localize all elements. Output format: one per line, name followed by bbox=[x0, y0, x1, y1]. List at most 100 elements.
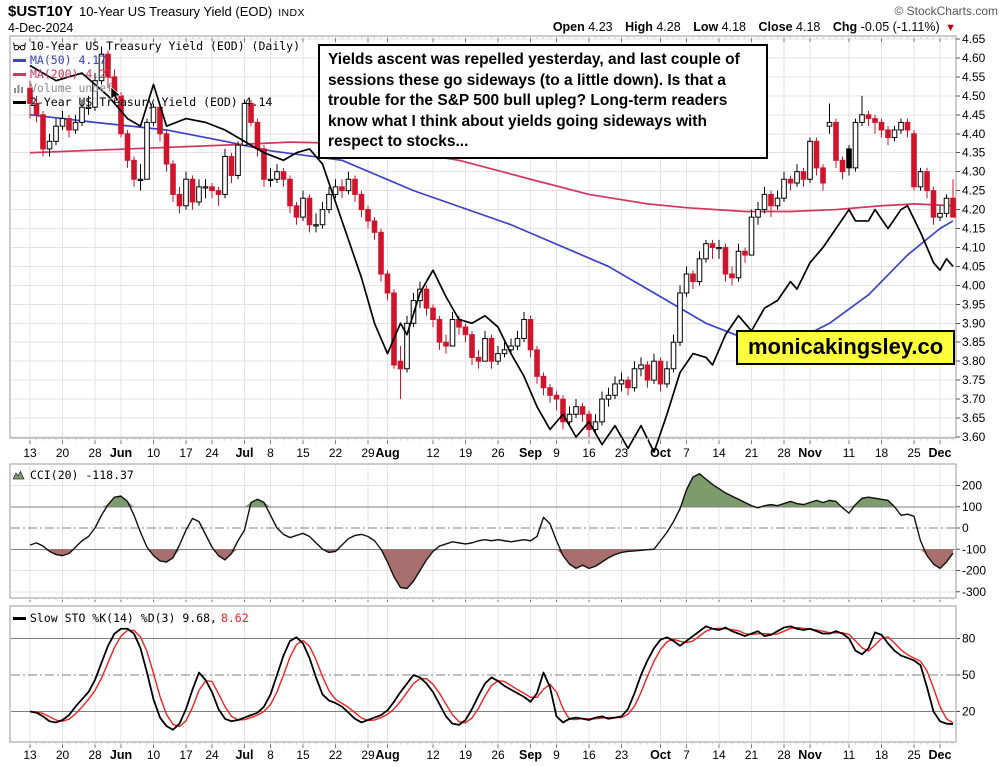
svg-text:20: 20 bbox=[962, 705, 976, 719]
legend-label: 10-Year US Treasury Yield (EOD) (Daily) bbox=[30, 39, 301, 53]
svg-text:4.40: 4.40 bbox=[962, 127, 986, 141]
svg-text:-300: -300 bbox=[962, 585, 986, 599]
svg-text:12: 12 bbox=[426, 748, 440, 762]
svg-text:21: 21 bbox=[745, 748, 759, 762]
legend-label: MA(200) 4.21 bbox=[30, 67, 114, 81]
svg-text:9: 9 bbox=[553, 446, 560, 460]
svg-text:Aug: Aug bbox=[375, 446, 399, 460]
svg-text:19: 19 bbox=[459, 446, 473, 460]
svg-text:Jul: Jul bbox=[235, 748, 253, 762]
svg-text:4.55: 4.55 bbox=[962, 70, 986, 84]
svg-text:21: 21 bbox=[745, 446, 759, 460]
open-value: 4.23 bbox=[588, 20, 613, 34]
legend-item-ma50: MA(50) 4.17 bbox=[13, 53, 300, 67]
svg-text:19: 19 bbox=[459, 748, 473, 762]
svg-text:22: 22 bbox=[329, 446, 343, 460]
symbol: $UST10Y bbox=[8, 3, 74, 20]
chg-value: -0.05 (-1.11%) bbox=[860, 20, 940, 34]
annotation-note: Yields ascent was repelled yesterday, an… bbox=[318, 44, 768, 159]
low-value: 4.18 bbox=[721, 20, 747, 34]
chart-header: $UST10Y 10-Year US Treasury Yield (EOD) IN… bbox=[8, 3, 998, 20]
us2y-line-swatch bbox=[13, 100, 26, 104]
volume-bars-icon bbox=[13, 83, 26, 93]
svg-text:24: 24 bbox=[205, 446, 219, 460]
svg-text:14: 14 bbox=[712, 446, 726, 460]
svg-text:13: 13 bbox=[23, 748, 37, 762]
down-arrow-icon: ▼ bbox=[945, 22, 956, 34]
legend-label: 2-Year US Treasury Yield (EOD) 4.14 bbox=[30, 95, 273, 109]
svg-text:4.35: 4.35 bbox=[962, 146, 986, 160]
ma200-line-swatch bbox=[13, 72, 26, 76]
main-price-panel bbox=[27, 46, 956, 454]
svg-text:7: 7 bbox=[683, 446, 690, 460]
page-title: 10-Year US Treasury Yield (EOD) bbox=[79, 4, 273, 19]
svg-text:3.65: 3.65 bbox=[962, 411, 986, 425]
high-label: High bbox=[625, 20, 653, 34]
svg-text:4.10: 4.10 bbox=[962, 240, 986, 254]
svg-text:13: 13 bbox=[23, 446, 37, 460]
svg-text:8: 8 bbox=[267, 748, 274, 762]
svg-text:50: 50 bbox=[962, 668, 976, 682]
svg-text:3.90: 3.90 bbox=[962, 316, 986, 330]
legend-label: MA(50) 4.17 bbox=[30, 53, 107, 67]
svg-text:Jul: Jul bbox=[235, 446, 253, 460]
svg-text:18: 18 bbox=[875, 446, 889, 460]
svg-text:16: 16 bbox=[582, 446, 596, 460]
svg-text:28: 28 bbox=[777, 748, 791, 762]
svg-text:10: 10 bbox=[147, 748, 161, 762]
svg-text:24: 24 bbox=[205, 748, 219, 762]
svg-text:4.20: 4.20 bbox=[962, 203, 986, 217]
ohlc-quote: Open 4.23 High 4.28 Low 4.18 Close 4.18 … bbox=[544, 20, 956, 34]
axis-labels: 13 13 20 20 28 28 Jun Jun 10 10 17 17 24 24 Jul Jul 8 8 15… bbox=[23, 32, 986, 762]
mouse-cursor-icon bbox=[110, 86, 124, 108]
area-chart-icon bbox=[13, 470, 26, 480]
svg-text:14: 14 bbox=[712, 748, 726, 762]
exchange-tag: INDX bbox=[278, 7, 305, 19]
copyright: © StockCharts.com bbox=[894, 4, 998, 18]
svg-text:3.95: 3.95 bbox=[962, 297, 986, 311]
svg-text:9: 9 bbox=[553, 748, 560, 762]
legend-item-ma200: MA(200) 4.21 bbox=[13, 67, 300, 81]
legend-label: Volume undef bbox=[30, 81, 114, 95]
svg-text:15: 15 bbox=[296, 748, 310, 762]
svg-text:8: 8 bbox=[267, 446, 274, 460]
svg-text:11: 11 bbox=[843, 446, 856, 460]
quote-row: 4-Dec-2024 Open 4.23 High 4.28 Low 4.18 … bbox=[8, 20, 956, 36]
legend-item-us2y: 2-Year US Treasury Yield (EOD) 4.14 bbox=[13, 95, 300, 109]
svg-text:200: 200 bbox=[962, 479, 982, 493]
svg-text:10: 10 bbox=[147, 446, 161, 460]
svg-text:29: 29 bbox=[361, 446, 375, 460]
svg-text:Oct: Oct bbox=[650, 446, 672, 460]
cci-panel bbox=[11, 473, 955, 593]
main-legend: 10-Year US Treasury Yield (EOD) (Daily) … bbox=[13, 39, 300, 109]
svg-text:0: 0 bbox=[962, 521, 969, 535]
svg-text:28: 28 bbox=[88, 748, 102, 762]
svg-text:4.45: 4.45 bbox=[962, 108, 986, 122]
svg-text:26: 26 bbox=[491, 748, 505, 762]
legend-item-volume: Volume undef bbox=[13, 81, 300, 95]
svg-text:28: 28 bbox=[777, 446, 791, 460]
svg-text:23: 23 bbox=[615, 748, 629, 762]
watermark-badge: monicakingsley.co bbox=[736, 330, 956, 365]
svg-text:26: 26 bbox=[491, 446, 505, 460]
sto-d-label: 8.62 bbox=[220, 611, 249, 625]
svg-text:4.50: 4.50 bbox=[962, 89, 986, 103]
legend-item-price: 10-Year US Treasury Yield (EOD) (Daily) bbox=[13, 39, 300, 53]
svg-text:Nov: Nov bbox=[798, 748, 822, 762]
close-label: Close bbox=[758, 20, 793, 34]
svg-text:Jun: Jun bbox=[110, 446, 132, 460]
svg-text:7: 7 bbox=[683, 748, 690, 762]
sto-k-label: Slow STO %K(14) %D(3) 9.68, bbox=[30, 611, 217, 625]
svg-text:4.65: 4.65 bbox=[962, 32, 986, 46]
svg-text:4.30: 4.30 bbox=[962, 165, 986, 179]
svg-text:25: 25 bbox=[907, 748, 921, 762]
sto-k-line-swatch bbox=[13, 616, 26, 620]
svg-text:20: 20 bbox=[56, 748, 70, 762]
chart-date: 4-Dec-2024 bbox=[8, 21, 74, 35]
svg-text:3.80: 3.80 bbox=[962, 354, 986, 368]
low-label: Low bbox=[693, 20, 719, 34]
cci-legend-label: CCI(20) -118.37 bbox=[30, 468, 134, 482]
cci-legend: CCI(20) -118.37 bbox=[13, 468, 134, 482]
svg-text:17: 17 bbox=[179, 446, 193, 460]
